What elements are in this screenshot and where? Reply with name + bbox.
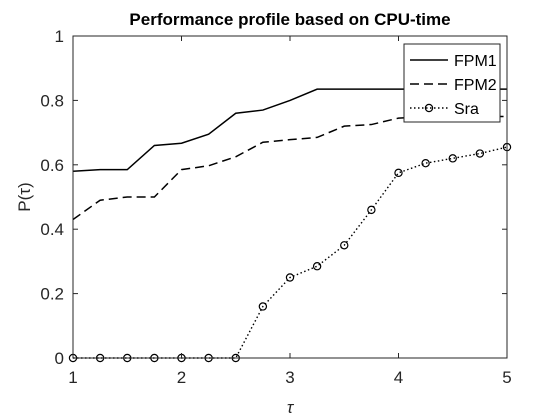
data-point-sra: [448, 154, 457, 163]
x-tick-label: 3: [285, 368, 294, 387]
x-tick-label: 1: [68, 368, 77, 387]
chart-title: Performance profile based on CPU-time: [129, 10, 450, 29]
legend-label-sra: Sra: [454, 101, 479, 118]
x-axis-label: τ: [287, 398, 295, 417]
data-point-sra: [340, 241, 349, 250]
legend-label-fpm1: FPM1: [454, 53, 497, 70]
x-tick-label: 2: [177, 368, 186, 387]
y-axis-label: P(τ): [15, 182, 34, 211]
data-point-sra: [475, 149, 485, 158]
y-tick-label: 0.6: [40, 156, 64, 175]
y-tick-label: 0.8: [40, 91, 64, 110]
data-point-sra: [394, 168, 403, 178]
data-point-sra: [258, 302, 268, 311]
series-line-fpm2: [72, 115, 507, 221]
y-tick-label: 0.2: [40, 285, 64, 304]
y-tick-label: 1: [55, 27, 64, 46]
legend-marker-sra: [424, 103, 434, 113]
y-tick-label: 0.4: [40, 220, 64, 239]
legend-box: [403, 43, 501, 123]
data-point-sra: [285, 273, 295, 282]
data-point-sra: [312, 262, 322, 271]
y-tick-label: 0: [55, 349, 64, 368]
data-point-sra: [367, 205, 376, 215]
x-tick-label: 5: [502, 368, 511, 387]
legend-label-fpm2: FPM2: [454, 77, 497, 94]
data-point-sra: [421, 158, 430, 168]
x-tick-label: 4: [394, 368, 403, 387]
